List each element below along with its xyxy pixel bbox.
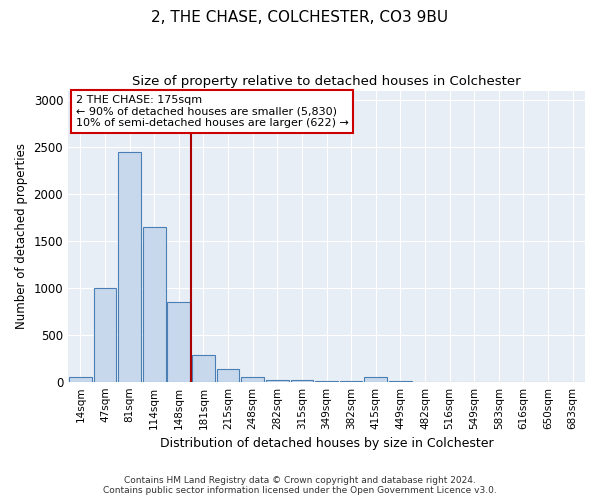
Bar (217, 370, 239, 382)
Bar (290, 380, 313, 382)
X-axis label: Distribution of detached houses by size in Colchester: Distribution of detached houses by size … (160, 437, 493, 450)
Text: Contains HM Land Registry data © Crown copyright and database right 2024.
Contai: Contains HM Land Registry data © Crown c… (103, 476, 497, 495)
Bar (192, 356, 215, 382)
Y-axis label: Number of detached properties: Number of detached properties (15, 143, 28, 329)
Bar (315, 381, 338, 382)
Bar (266, 380, 289, 382)
Bar (69, 377, 92, 382)
Text: 2, THE CHASE, COLCHESTER, CO3 9BU: 2, THE CHASE, COLCHESTER, CO3 9BU (151, 10, 449, 25)
Bar (94, 288, 116, 382)
Title: Size of property relative to detached houses in Colchester: Size of property relative to detached ho… (132, 75, 521, 88)
Bar (143, 226, 166, 382)
Bar (167, 302, 190, 382)
Text: 2 THE CHASE: 175sqm
← 90% of detached houses are smaller (5,830)
10% of semi-det: 2 THE CHASE: 175sqm ← 90% of detached ho… (76, 95, 349, 128)
Bar (364, 377, 387, 382)
Bar (118, 152, 141, 382)
Bar (241, 377, 264, 382)
